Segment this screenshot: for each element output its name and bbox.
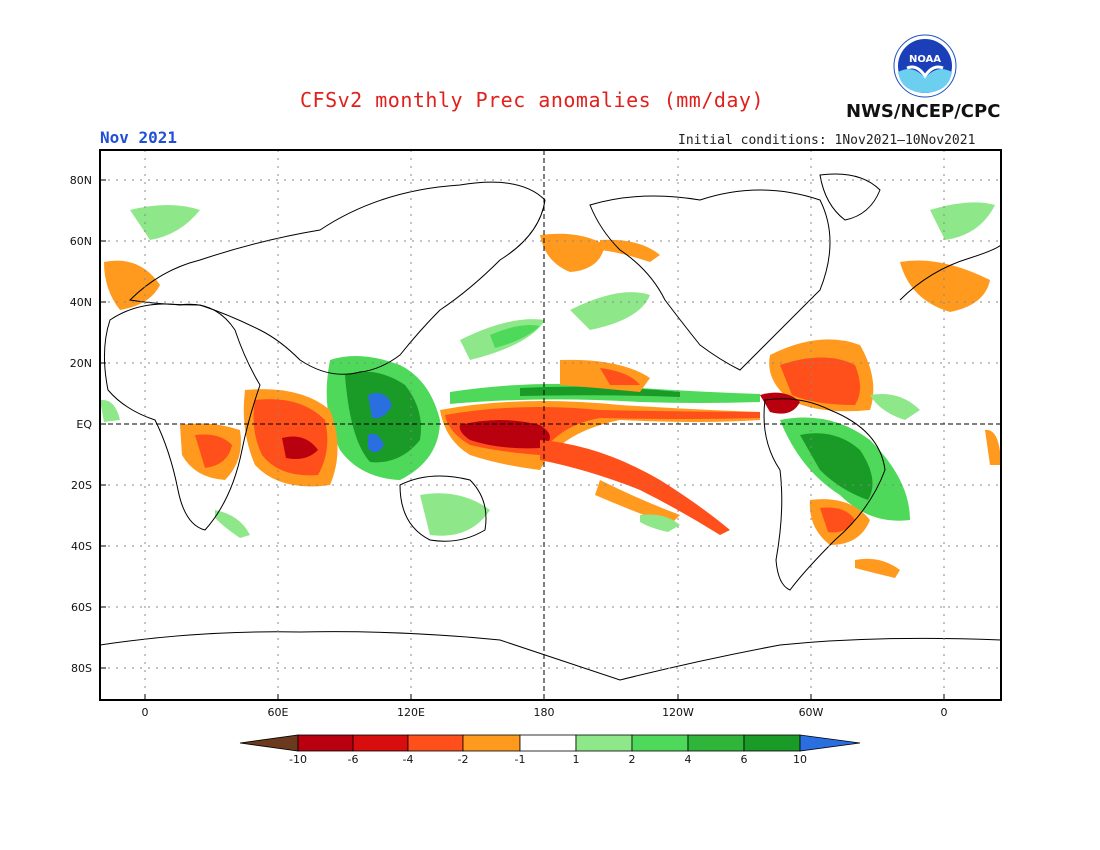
noaa-logo: NOAA [893, 34, 957, 98]
bering-dry [540, 233, 605, 272]
lon-label-120e: 120E [397, 706, 425, 719]
colorbar-label: -1 [515, 753, 526, 766]
colorbar-bin-8 [687, 734, 745, 752]
colorbar: -10 -6 -4 -2 -1 1 2 4 6 10 [239, 734, 861, 766]
map-frame [99, 149, 1002, 701]
colorbar-bin-5 [519, 734, 577, 752]
lat-label-40s: 40S [71, 540, 92, 553]
europe-east-outline [899, 244, 1001, 301]
greenland-outline [819, 173, 881, 221]
colorbar-bin-9 [743, 734, 801, 752]
colorbar-low-arrow [239, 734, 299, 752]
lon-label-0-west: 0 [142, 706, 149, 719]
lat-label-60s: 60S [71, 601, 92, 614]
africa-dry-core [195, 434, 232, 468]
lat-label-20s: 20S [71, 479, 92, 492]
initial-conditions: Initial conditions: 1Nov2021—10Nov2021 [678, 133, 976, 148]
colorbar-label: 10 [793, 753, 807, 766]
lat-label-60n: 60N [70, 235, 92, 248]
colorbar-label: 4 [685, 753, 692, 766]
maritime-extreme-wet [368, 392, 392, 419]
pacific-dry-core [459, 420, 550, 449]
colorbar-label: 6 [741, 753, 748, 766]
atlantic-dry-east [985, 429, 1001, 465]
s-pacific-wet [640, 514, 680, 532]
agency-label: NWS/NCEP/CPC [846, 101, 1001, 122]
europe-dry-west [104, 260, 160, 310]
axis-ticks [100, 179, 945, 700]
s-indian-wet-2 [215, 510, 250, 538]
forecast-month: Nov 2021 [100, 128, 178, 147]
logo-text: NOAA [909, 54, 941, 65]
maritime-extreme-wet-2 [368, 433, 384, 453]
colorbar-high-arrow [799, 734, 861, 752]
colorbar-label: -6 [348, 753, 359, 766]
lat-label-80n: 80N [70, 174, 92, 187]
australia-outline [399, 475, 487, 542]
lon-label-120w: 120W [662, 706, 694, 719]
colorbar-label: -10 [289, 753, 307, 766]
colorbar-bin-4 [462, 734, 521, 752]
anomaly-field [100, 150, 1001, 700]
colorbar-bin-2 [352, 734, 409, 752]
lat-label-eq: EQ [76, 418, 92, 431]
colorbar-bin-1 [297, 734, 354, 752]
spcz-dry-outer [595, 480, 680, 525]
n-pacific-wet-3 [490, 325, 540, 348]
eurasia-outline [128, 181, 546, 375]
spcz-dry-streak [540, 440, 730, 535]
colorbar-bin-3 [407, 734, 464, 752]
lat-label-20n: 20N [70, 357, 92, 370]
europe-wet-north [130, 205, 200, 240]
colorbar-label: -2 [458, 753, 469, 766]
lon-label-60w: 60W [799, 706, 824, 719]
lon-label-180: 180 [534, 706, 555, 719]
colorbar-label: 2 [629, 753, 636, 766]
coastlines [100, 173, 1001, 681]
atlantic-east-wet [100, 399, 120, 422]
lon-label-60e: 60E [268, 706, 289, 719]
lat-label-80s: 80S [71, 662, 92, 675]
s-indian-wet [420, 493, 490, 536]
colorbar-label: -4 [403, 753, 414, 766]
atlantic-wet [870, 394, 920, 420]
ne-pacific-dry-core [600, 368, 640, 385]
s-atlantic-dry [855, 558, 900, 578]
lat-label-40n: 40N [70, 296, 92, 309]
colorbar-label: 1 [573, 753, 580, 766]
lon-label-0-east: 0 [941, 706, 948, 719]
s-america-dry-core [820, 507, 855, 533]
colorbar-bin-6 [575, 734, 633, 752]
indian-ocean-dry-core [282, 436, 318, 459]
europe-dry-east [900, 260, 990, 312]
antarctica-outline [100, 631, 1001, 681]
europe-wet-north-2 [930, 202, 995, 240]
colorbar-bin-7 [631, 734, 689, 752]
chart-title: CFSv2 monthly Prec anomalies (mm/day) [300, 88, 765, 112]
s-america-outline [763, 398, 886, 591]
s-america-wet [800, 433, 873, 500]
caribbean-dry-core [760, 392, 800, 414]
maritime-wet [345, 371, 421, 463]
n-america-outline [589, 189, 831, 371]
n-atlantic-dry [780, 357, 860, 405]
